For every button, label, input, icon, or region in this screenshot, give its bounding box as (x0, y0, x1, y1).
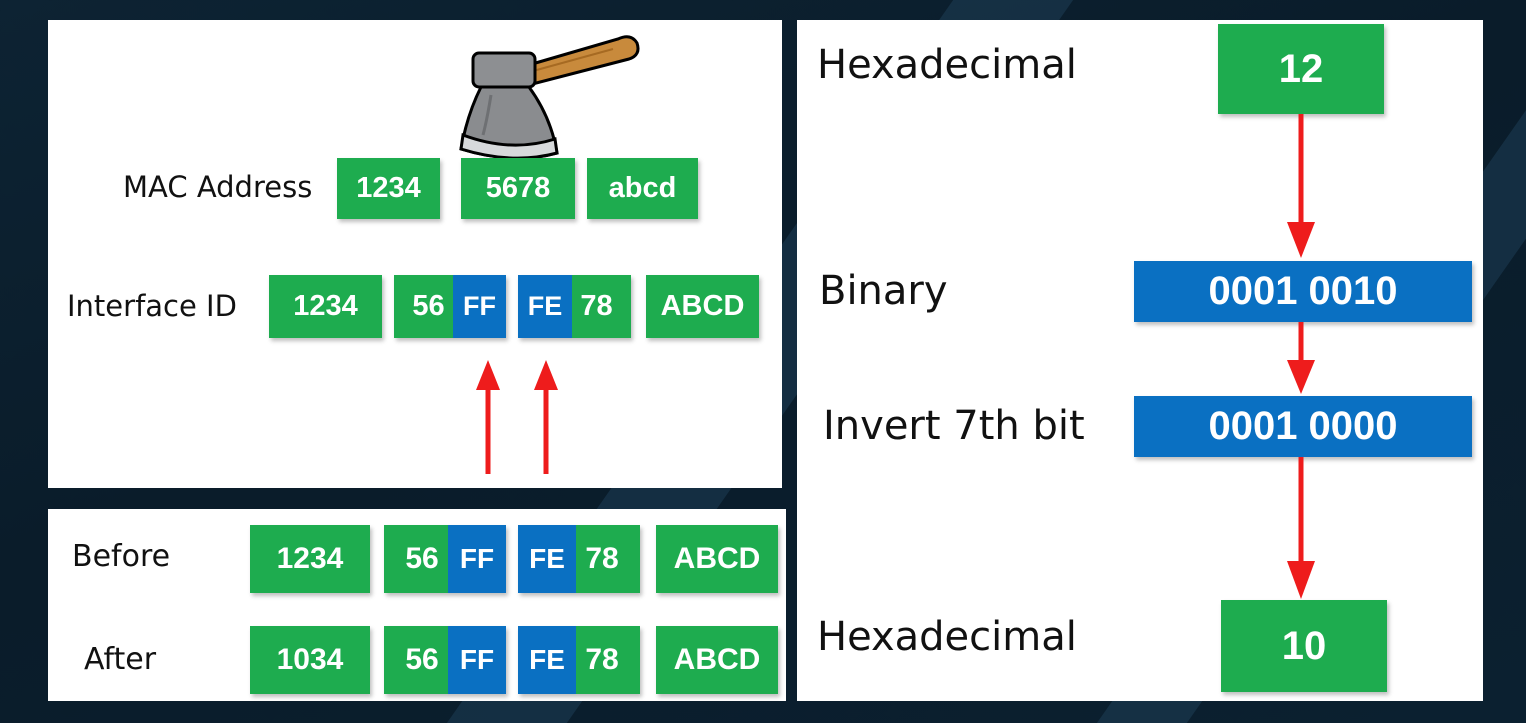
before-block: 1234 (250, 525, 370, 593)
before-block-split: FE 78 (518, 525, 640, 593)
down-arrow-icon (1287, 457, 1315, 599)
after-label: After (84, 642, 157, 677)
before-block: ABCD (656, 525, 778, 593)
mac-block: 5678 (461, 158, 575, 219)
after-block-split: 56 FF (384, 626, 506, 694)
before-after-panel: Before 1234 56 FF FE 78 ABCD After 1034 … (48, 509, 786, 701)
before-block-split: 56 FF (384, 525, 506, 593)
bit-inversion-panel: Hexadecimal 12 Binary 0001 0010 Invert 7… (797, 20, 1483, 701)
segment-blue: FE (518, 525, 576, 593)
segment-blue: FF (448, 525, 506, 593)
invert-7th-bit-label: Invert 7th bit (823, 403, 1085, 449)
interface-id-label: Interface ID (67, 289, 237, 323)
down-arrow-icon (1287, 322, 1315, 394)
up-arrow-icon (534, 360, 558, 474)
segment-green: 56 (394, 275, 453, 338)
before-label: Before (72, 539, 171, 574)
segment-green: 56 (384, 525, 448, 593)
after-block: 1034 (250, 626, 370, 694)
axe-icon (459, 35, 640, 160)
interface-block-split: 56 FF (394, 275, 506, 338)
segment-blue: FF (448, 626, 506, 694)
segment-blue: FF (453, 275, 506, 338)
mac-to-interface-panel: MAC Address 1234 5678 abcd Interface ID … (48, 20, 782, 488)
mac-block: abcd (587, 158, 698, 219)
segment-green: 78 (576, 626, 640, 694)
segment-green: 56 (384, 626, 448, 694)
mac-block: 1234 (337, 158, 440, 219)
after-block: ABCD (656, 626, 778, 694)
up-arrow-icon (476, 360, 500, 474)
mac-address-label: MAC Address (123, 170, 313, 204)
binary-label: Binary (819, 268, 948, 314)
after-block-split: FE 78 (518, 626, 640, 694)
down-arrow-icon (1287, 114, 1315, 258)
segment-green: 78 (576, 525, 640, 593)
segment-blue: FE (518, 626, 576, 694)
result-hexadecimal-label: Hexadecimal (817, 614, 1077, 660)
interface-block: ABCD (646, 275, 759, 338)
inverted-value-box: 0001 0000 (1134, 396, 1472, 457)
segment-green: 78 (572, 275, 631, 338)
interface-block-split: FE 78 (518, 275, 631, 338)
interface-block: 1234 (269, 275, 382, 338)
result-value-box: 10 (1221, 600, 1387, 692)
hex-value-box: 12 (1218, 24, 1384, 114)
segment-blue: FE (518, 275, 572, 338)
binary-value-box: 0001 0010 (1134, 261, 1472, 322)
hexadecimal-label: Hexadecimal (817, 42, 1077, 88)
